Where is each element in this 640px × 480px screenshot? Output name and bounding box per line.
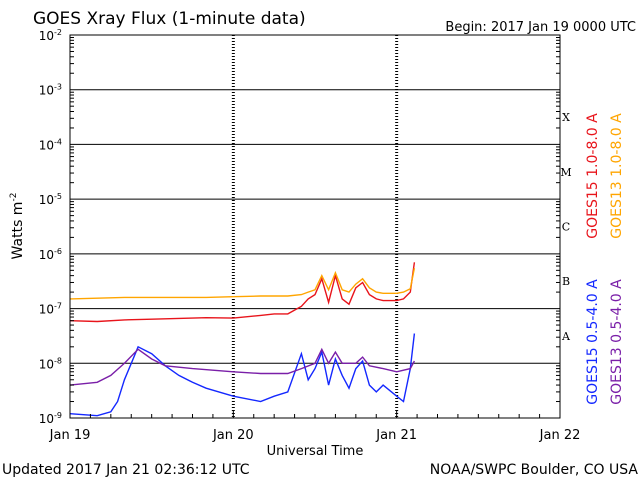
y-tick-label: 10-3 [39, 83, 62, 98]
y-tick-exponent: -5 [54, 192, 62, 201]
y-tick-exponent: -7 [54, 302, 62, 311]
y-tick-label: 10-8 [39, 356, 62, 371]
series-layer [69, 262, 416, 417]
y-tick-base: 10 [39, 357, 54, 371]
updated-timestamp: Updated 2017 Jan 21 02:36:12 UTC [2, 462, 250, 478]
plot-frame [69, 34, 561, 419]
credit-text: NOAA/SWPC Boulder, CO USA [430, 462, 639, 478]
legend-entry: GOES15 0.5-4.0 A [585, 279, 601, 405]
chart-title: GOES Xray Flux (1-minute data) [33, 9, 306, 29]
x-tick-label: Jan 21 [375, 428, 417, 443]
y-tick-base: 10 [39, 412, 54, 426]
plot-grid [70, 34, 560, 419]
flare-class-label: C [562, 221, 570, 234]
y-axis-label: Watts m-2 [9, 193, 26, 260]
y-tick-exponent: -4 [54, 137, 62, 146]
x-tick-label: Jan 22 [539, 428, 581, 443]
series-line [69, 333, 416, 417]
y-tick-label: 10-5 [39, 192, 62, 207]
y-tick-label: 10-4 [39, 137, 62, 152]
series-line [69, 267, 416, 300]
flare-class-label: B [562, 275, 570, 288]
legend-entry: GOES13 0.5-4.0 A [609, 279, 625, 405]
y-axis-label-exponent: -2 [9, 193, 19, 202]
series-line [69, 347, 416, 386]
legend: GOES15 1.0-8.0 A GOES13 1.0-8.0 A GOES15 0… [585, 113, 625, 405]
y-tick-exponent: -9 [54, 411, 62, 420]
y-tick-exponent: -2 [54, 28, 62, 37]
y-tick-label: 10-2 [39, 28, 62, 43]
x-tick-label: Jan 20 [212, 428, 254, 443]
flare-class-label: A [561, 330, 571, 343]
y-tick-label: 10-7 [39, 302, 62, 317]
y-tick-label: 10-9 [39, 411, 62, 426]
y-tick-base: 10 [39, 248, 54, 262]
begin-time-label: Begin: 2017 Jan 19 0000 UTC [445, 20, 636, 35]
legend-entry: GOES15 1.0-8.0 A [585, 113, 601, 239]
y-tick-exponent: -8 [54, 356, 62, 365]
flare-class-label: M [560, 166, 571, 179]
y-tick-base: 10 [39, 84, 54, 98]
x-tick-label: Jan 19 [49, 428, 91, 443]
y-tick-exponent: -3 [54, 83, 62, 92]
y-tick-base: 10 [39, 193, 54, 207]
y-tick-base: 10 [39, 303, 54, 317]
y-tick-label: 10-6 [39, 247, 62, 262]
y-tick-base: 10 [39, 138, 54, 152]
flare-class-label: X [562, 111, 570, 124]
y-axis-label-text: Watts m [10, 202, 26, 260]
y-tick-exponent: -6 [54, 247, 62, 256]
y-tick-base: 10 [39, 29, 54, 43]
legend-entry: GOES13 1.0-8.0 A [609, 113, 625, 239]
series-line [69, 262, 416, 323]
x-axis-label: Universal Time [267, 444, 364, 459]
